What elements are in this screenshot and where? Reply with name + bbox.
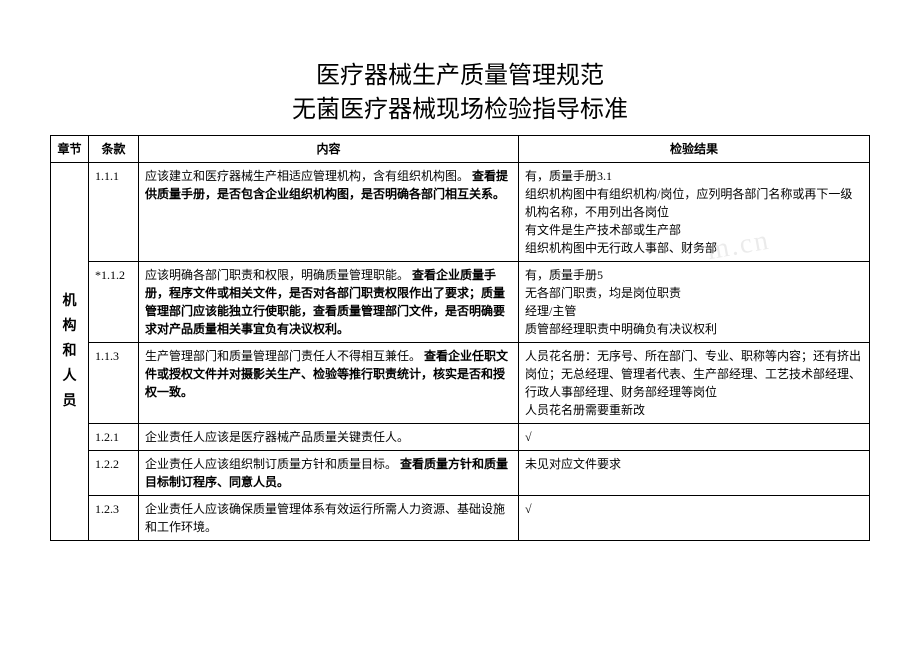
document-title: 医疗器械生产质量管理规范 无菌医疗器械现场检验指导标准: [50, 60, 870, 127]
clause-cell: 1.2.2: [89, 451, 139, 496]
content-cell: 企业责任人应该确保质量管理体系有效运行所需人力资源、基础设施和工作环境。: [139, 496, 519, 541]
table-body: 机 构 和 人 员 1.1.1 应该建立和医疗器械生产相适应管理机构，含有组织机…: [51, 163, 870, 541]
table-row: 机 构 和 人 员 1.1.1 应该建立和医疗器械生产相适应管理机构，含有组织机…: [51, 163, 870, 262]
content-cell: 应该明确各部门职责和权限，明确质量管理职能。 查看企业质量手册，程序文件或相关文…: [139, 262, 519, 343]
result-cell: 有，质量手册5无各部门职责，均是岗位职责经理/主管质管部经理职责中明确负有决议权…: [519, 262, 870, 343]
result-cell: √: [519, 496, 870, 541]
table-row: 1.2.1 企业责任人应该是医疗器械产品质量关键责任人。 √: [51, 424, 870, 451]
table-row: 1.1.3 生产管理部门和质量管理部门责任人不得相互兼任。 查看企业任职文件或授…: [51, 343, 870, 424]
content-cell: 生产管理部门和质量管理部门责任人不得相互兼任。 查看企业任职文件或授权文件并对摄…: [139, 343, 519, 424]
title-line-2: 无菌医疗器械现场检验指导标准: [50, 94, 870, 128]
content-plain: 企业责任人应该确保质量管理体系有效运行所需人力资源、基础设施和工作环境。: [145, 502, 505, 534]
clause-cell: 1.1.1: [89, 163, 139, 262]
clause-cell: 1.2.1: [89, 424, 139, 451]
header-result: 检验结果: [519, 136, 870, 163]
result-cell: √: [519, 424, 870, 451]
table-header-row: 章节 条款 内容 检验结果: [51, 136, 870, 163]
header-clause: 条款: [89, 136, 139, 163]
content-plain: 应该建立和医疗器械生产相适应管理机构，含有组织机构图。: [145, 169, 469, 183]
content-plain: 企业责任人应该组织制订质量方针和质量目标。: [145, 457, 397, 471]
table-row: *1.1.2 应该明确各部门职责和权限，明确质量管理职能。 查看企业质量手册，程…: [51, 262, 870, 343]
table-row: 1.2.2 企业责任人应该组织制订质量方针和质量目标。 查看质量方针和质量目标制…: [51, 451, 870, 496]
content-plain: 生产管理部门和质量管理部门责任人不得相互兼任。: [145, 349, 421, 363]
result-cell: 有，质量手册3.1组织机构图中有组织机构/岗位，应列明各部门名称或再下一级机构名…: [519, 163, 870, 262]
result-cell: 人员花名册：无序号、所在部门、专业、职称等内容；还有挤出岗位；无总经理、管理者代…: [519, 343, 870, 424]
content-cell: 应该建立和医疗器械生产相适应管理机构，含有组织机构图。 查看提供质量手册，是否包…: [139, 163, 519, 262]
chapter-label: 机 构 和 人 员: [57, 289, 82, 415]
inspection-table: 章节 条款 内容 检验结果 机 构 和 人 员 1.1.1 应该建立和医疗器械生…: [50, 135, 870, 541]
content-cell: 企业责任人应该组织制订质量方针和质量目标。 查看质量方针和质量目标制订程序、同意…: [139, 451, 519, 496]
content-plain: 企业责任人应该是医疗器械产品质量关键责任人。: [145, 430, 409, 444]
clause-cell: 1.2.3: [89, 496, 139, 541]
header-content: 内容: [139, 136, 519, 163]
title-line-1: 医疗器械生产质量管理规范: [50, 60, 870, 94]
chapter-cell: 机 构 和 人 员: [51, 163, 89, 541]
clause-cell: *1.1.2: [89, 262, 139, 343]
content-plain: 应该明确各部门职责和权限，明确质量管理职能。: [145, 268, 409, 282]
header-chapter: 章节: [51, 136, 89, 163]
table-row: 1.2.3 企业责任人应该确保质量管理体系有效运行所需人力资源、基础设施和工作环…: [51, 496, 870, 541]
result-cell: 未见对应文件要求: [519, 451, 870, 496]
content-cell: 企业责任人应该是医疗器械产品质量关键责任人。: [139, 424, 519, 451]
clause-cell: 1.1.3: [89, 343, 139, 424]
